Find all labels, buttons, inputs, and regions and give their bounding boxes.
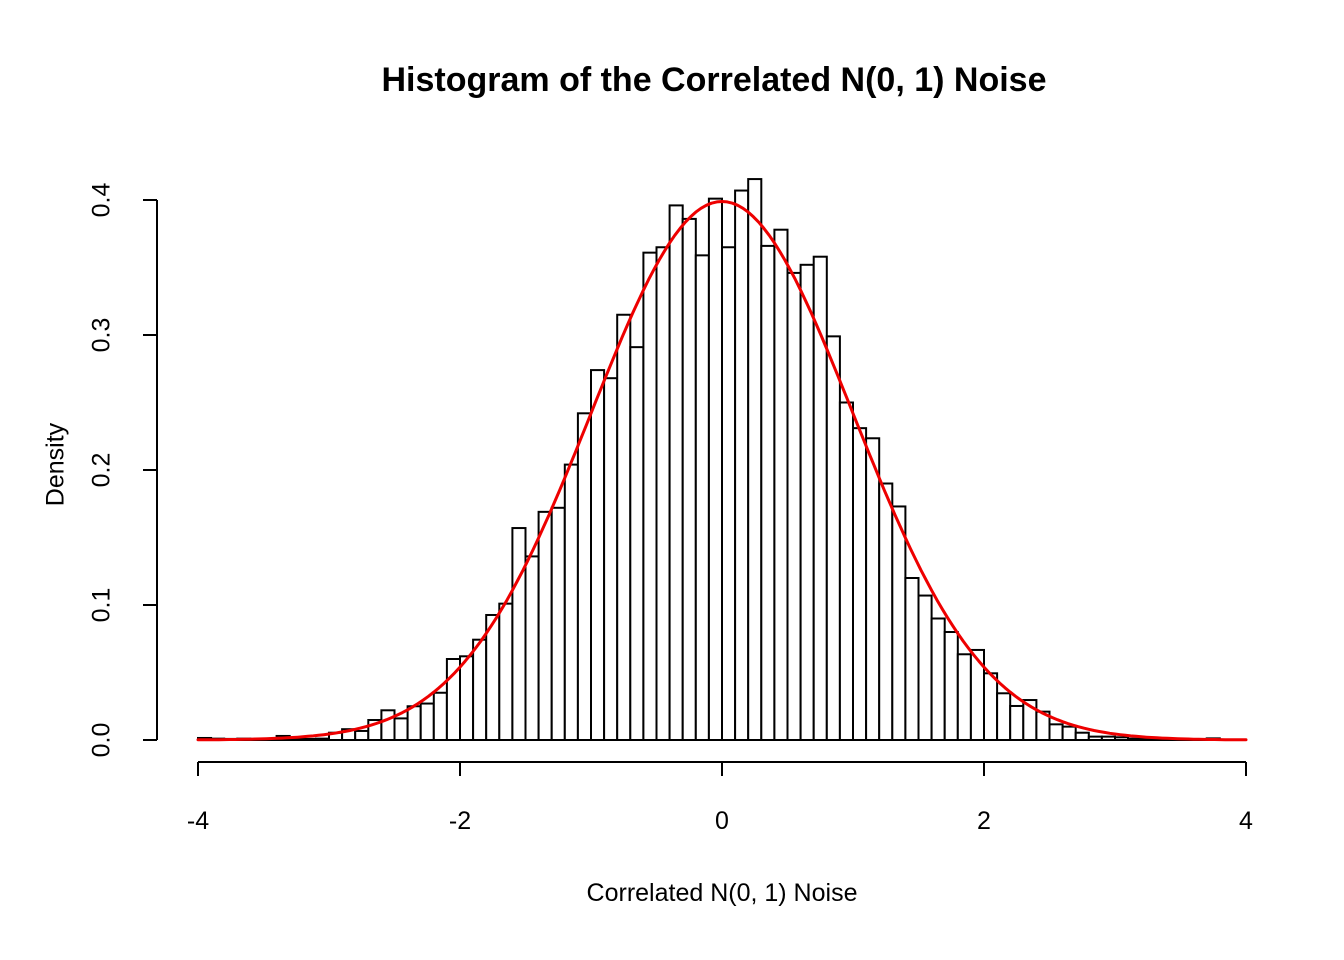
histogram-bar [838,401,855,741]
histogram-bar [393,717,409,742]
y-tick-label: 0.0 [88,723,116,758]
histogram-bar [1114,736,1130,741]
y-tick-label: 0.1 [88,588,116,623]
histogram-bar [1087,735,1103,741]
histogram-bar [642,251,658,741]
histogram-bar [799,263,815,741]
histogram-bar [812,255,828,741]
histogram-bar [773,228,789,741]
histogram-bar [681,217,697,741]
histogram-bar [524,555,540,742]
histogram-bar [760,244,776,741]
histogram-bar [956,653,972,742]
histogram-bar [314,737,330,742]
histogram-bar [786,271,802,741]
histogram-bar [380,709,396,741]
histogram-bar [917,594,933,741]
histogram-bar [563,463,579,741]
histogram-bar [485,613,501,741]
x-tick-label: 0 [715,807,729,835]
histogram-bar [1048,723,1064,742]
histogram-bar [419,702,435,741]
x-tick-label: 4 [1239,807,1253,835]
histogram-bar [537,510,553,741]
histogram-bar [930,617,946,741]
histogram-bar [694,254,710,741]
histogram-bar [668,204,684,741]
histogram-bar [1009,704,1025,741]
histogram-bar [616,313,632,741]
x-axis-label: Correlated N(0, 1) Noise [586,879,858,907]
histogram-bar [603,377,619,741]
histogram-bar [891,505,907,742]
histogram-bar [865,437,881,741]
histogram-bar [1061,725,1077,742]
chart-title: Histogram of the Correlated N(0, 1) Nois… [381,61,1047,99]
histogram-bar [472,638,488,742]
histogram-bar [354,729,370,742]
y-tick-label: 0.2 [88,453,116,488]
histogram-bar [301,737,317,741]
histogram-bar [629,346,645,741]
histogram-bar [406,705,422,741]
histogram-bar [825,335,841,741]
histogram-bar [1074,731,1090,742]
histogram-bar [1100,735,1117,741]
density-curve [196,200,1248,742]
histogram-bar [878,482,894,741]
histogram-bar [734,189,750,742]
histogram-bar [432,691,448,741]
x-tick-label: 2 [977,807,991,835]
histogram-bar [747,178,763,741]
histogram-bar [904,577,920,741]
x-tick-label: -2 [449,807,471,835]
y-axis-label: Density [41,422,70,507]
histogram-bar [1127,737,1143,742]
histogram-bar [943,631,959,741]
histogram-bar [852,427,868,741]
histogram-bar [550,506,566,741]
histogram-bar [590,369,606,741]
histogram-bar [707,197,724,741]
histogram-bar [459,655,475,741]
histogram-bar [655,246,671,741]
histogram-bar [511,527,527,741]
y-tick-label: 0.4 [88,183,116,218]
x-tick-label: -4 [187,807,209,835]
histogram-bar [983,672,999,741]
histogram-bar [996,692,1012,741]
histogram-bar [576,412,593,741]
y-tick-label: 0.3 [88,318,116,353]
histogram-bar [498,602,514,742]
histogram-bar [721,246,737,741]
